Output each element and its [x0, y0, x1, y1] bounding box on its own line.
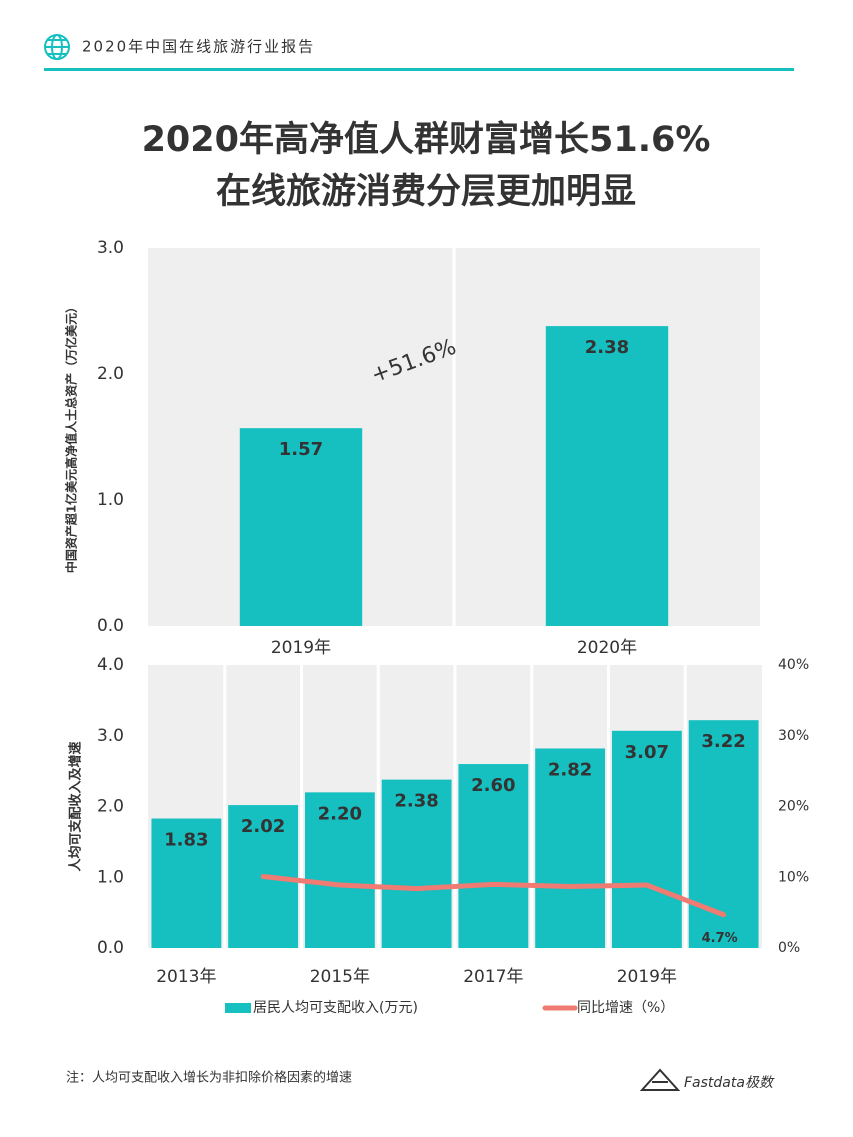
bar — [381, 779, 452, 948]
y2-tick-label: 40% — [778, 657, 809, 673]
y-axis-label: 人均可支配收入及增速 — [68, 741, 84, 871]
y-tick-label: 4.0 — [97, 655, 124, 675]
brand: Fastdata极数 — [684, 1075, 775, 1091]
bar-value-label: 3.07 — [625, 742, 669, 763]
y2-tick-label: 0% — [778, 940, 800, 956]
x-tick-label: 2019年 — [617, 967, 677, 987]
legend-label: 居民人均可支配收入(万元) — [253, 1000, 418, 1016]
bar-value-label: 2.38 — [394, 791, 438, 812]
bar — [688, 720, 759, 948]
y-tick-label: 3.0 — [97, 238, 124, 258]
x-tick-label: 2020年 — [577, 638, 637, 658]
y-tick-label: 0.0 — [97, 938, 124, 958]
title: 2020年高净值人群财富增长51.6% — [142, 119, 711, 160]
header-icon — [44, 34, 70, 60]
y2-tick-label: 10% — [778, 869, 809, 885]
title: 在线旅游消费分层更加明显 — [216, 172, 636, 212]
line-value-label: 4.7% — [702, 931, 738, 946]
bar-value-label: 2.82 — [548, 759, 592, 780]
header-title: 2020年中国在线旅游行业报告 — [82, 38, 315, 56]
bar-value-label: 1.83 — [164, 830, 208, 851]
bar — [304, 792, 375, 948]
y-tick-label: 3.0 — [97, 726, 124, 746]
bar — [458, 764, 529, 948]
bar — [545, 326, 669, 626]
x-tick-label: 2015年 — [310, 967, 370, 987]
y-tick-label: 0.0 — [97, 616, 124, 636]
bar-value-label: 1.57 — [279, 439, 323, 460]
bar-value-label: 2.20 — [318, 803, 362, 824]
bar-value-label: 3.22 — [701, 731, 745, 752]
y-tick-label: 1.0 — [97, 490, 124, 510]
bar — [535, 748, 606, 948]
y2-tick-label: 20% — [778, 799, 809, 815]
legend-swatch — [225, 1003, 251, 1013]
bar — [611, 730, 682, 948]
y-tick-label: 1.0 — [97, 867, 124, 887]
y-tick-label: 2.0 — [97, 364, 124, 384]
line — [260, 874, 727, 918]
bar-value-label: 2.02 — [241, 816, 285, 837]
x-tick-label: 2017年 — [463, 967, 523, 987]
header-rule — [44, 68, 794, 71]
brand-logo — [639, 1068, 681, 1091]
y-axis-label: 中国资产超1亿美元高净值人士总资产（万亿美元） — [64, 301, 79, 573]
y-tick-label: 2.0 — [97, 797, 124, 817]
bar-value-label: 2.38 — [585, 337, 629, 358]
note: 注：人均可支配收入增长为非扣除价格因素的增速 — [66, 1070, 352, 1086]
x-tick-label: 2019年 — [271, 638, 331, 658]
x-tick-label: 2013年 — [156, 967, 216, 987]
bar — [151, 818, 222, 948]
y2-tick-label: 30% — [778, 728, 809, 744]
legend-label: 同比增速（%） — [577, 1000, 674, 1016]
bar-value-label: 2.60 — [471, 775, 515, 796]
bar — [239, 428, 363, 626]
